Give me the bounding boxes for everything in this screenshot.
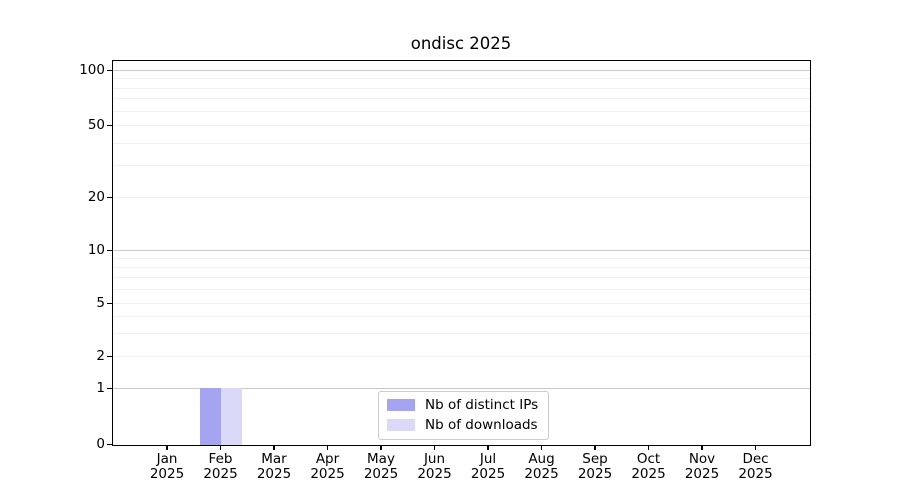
gridline-minor bbox=[113, 165, 810, 167]
x-tick-label-month: Jan bbox=[156, 451, 178, 467]
x-tick-label-month: Apr bbox=[315, 451, 340, 467]
gridline-minor bbox=[113, 110, 810, 112]
y-tick-label: 20 bbox=[87, 188, 105, 205]
gridline-minor bbox=[113, 356, 810, 357]
x-tick-label-year: 2025 bbox=[577, 465, 613, 482]
x-tick-label-year: 2025 bbox=[631, 465, 666, 482]
legend-swatch bbox=[387, 399, 415, 411]
x-tick-label-month: Dec bbox=[742, 451, 769, 467]
y-tick-label: 1 bbox=[96, 379, 105, 396]
x-tick-label-month: Feb bbox=[208, 451, 233, 467]
x-tick-label: Jun 2025 bbox=[407, 452, 463, 481]
legend-item: Nb of distinct IPs bbox=[387, 397, 538, 413]
gridline-minor bbox=[113, 277, 810, 279]
legend: Nb of distinct IPs Nb of downloads bbox=[378, 391, 550, 440]
gridline-minor bbox=[113, 289, 810, 291]
x-axis-tick bbox=[273, 445, 275, 450]
gridline-minor bbox=[113, 197, 810, 198]
x-axis-tick bbox=[487, 445, 489, 450]
bar-downloads bbox=[220, 388, 242, 445]
x-axis-tick bbox=[433, 445, 436, 450]
y-axis-tick bbox=[107, 355, 112, 357]
y-tick-label: 0 bbox=[96, 435, 105, 452]
gridline-minor bbox=[113, 78, 810, 80]
x-tick-label-year: 2025 bbox=[363, 465, 399, 482]
x-tick-label-month: Oct bbox=[636, 451, 661, 467]
gridline-minor bbox=[113, 315, 810, 317]
x-axis-tick bbox=[540, 445, 543, 450]
x-tick-label-year: 2025 bbox=[203, 465, 238, 482]
x-tick-label-year: 2025 bbox=[417, 465, 452, 482]
gridline-major bbox=[113, 388, 810, 389]
gridline-major bbox=[113, 70, 810, 71]
x-tick-label-month: Aug bbox=[528, 451, 555, 467]
x-axis-tick bbox=[701, 445, 703, 450]
x-tick-label: Oct 2025 bbox=[621, 452, 677, 481]
legend-label: Nb of distinct IPs bbox=[425, 397, 539, 413]
x-tick-label: Feb 2025 bbox=[193, 452, 249, 481]
y-axis-tick bbox=[107, 302, 112, 304]
gridline-minor bbox=[113, 303, 810, 304]
y-axis-tick bbox=[107, 443, 112, 445]
x-tick-label: Mar 2025 bbox=[246, 452, 302, 481]
x-tick-label: Jan 2025 bbox=[139, 452, 195, 481]
x-tick-label-year: 2025 bbox=[310, 465, 345, 482]
legend-item: Nb of downloads bbox=[387, 417, 538, 433]
x-axis-tick bbox=[594, 445, 596, 450]
gridline-minor bbox=[113, 98, 810, 100]
x-axis-tick bbox=[326, 445, 329, 450]
x-tick-label-year: 2025 bbox=[738, 465, 773, 482]
plot-area: Nb of distinct IPs Nb of downloads bbox=[112, 60, 811, 446]
x-tick-label: Sep 2025 bbox=[567, 452, 623, 481]
y-tick-label: 10 bbox=[87, 241, 105, 258]
gridline-minor bbox=[113, 267, 810, 269]
x-axis-tick bbox=[380, 445, 382, 450]
gridline-minor bbox=[113, 87, 810, 89]
x-axis-tick bbox=[754, 445, 757, 450]
x-tick-label-month: Mar bbox=[261, 451, 287, 467]
y-axis-tick bbox=[107, 196, 112, 198]
x-axis-tick bbox=[166, 445, 168, 450]
x-tick-label-year: 2025 bbox=[470, 465, 506, 482]
gridline-major bbox=[113, 250, 810, 251]
y-axis-tick bbox=[107, 124, 112, 126]
x-tick-label: Apr 2025 bbox=[300, 452, 356, 481]
x-axis-tick bbox=[219, 445, 222, 450]
x-tick-label: Jul 2025 bbox=[460, 452, 516, 481]
y-axis-tick bbox=[107, 387, 112, 389]
legend-label: Nb of downloads bbox=[425, 417, 538, 433]
y-axis-tick bbox=[107, 69, 112, 71]
chart-title: ondisc 2025 bbox=[410, 34, 512, 53]
x-tick-label: Aug 2025 bbox=[514, 452, 570, 481]
y-axis-tick bbox=[107, 249, 112, 251]
x-axis-tick bbox=[647, 445, 650, 450]
x-tick-label-month: Sep bbox=[582, 451, 608, 467]
gridline-minor bbox=[113, 142, 810, 144]
x-tick-label-year: 2025 bbox=[256, 465, 292, 482]
bar-distinct-ips bbox=[199, 388, 221, 445]
x-tick-label: May 2025 bbox=[353, 452, 409, 481]
legend-swatch bbox=[387, 419, 415, 431]
y-tick-label: 50 bbox=[87, 116, 105, 133]
x-tick-label: Dec 2025 bbox=[728, 452, 784, 481]
gridline-minor bbox=[113, 258, 810, 260]
gridline-minor bbox=[113, 125, 810, 126]
x-tick-label-month: Nov bbox=[688, 451, 716, 467]
x-tick-label-year: 2025 bbox=[684, 465, 720, 482]
y-tick-label: 100 bbox=[79, 61, 105, 78]
x-tick-label-year: 2025 bbox=[149, 465, 185, 482]
gridline-minor bbox=[113, 332, 810, 334]
y-tick-label: 5 bbox=[96, 294, 105, 311]
x-tick-label: Nov 2025 bbox=[674, 452, 730, 481]
x-tick-label-year: 2025 bbox=[524, 465, 559, 482]
y-tick-label: 2 bbox=[96, 347, 105, 364]
x-tick-label-month: May bbox=[367, 451, 395, 467]
x-tick-label-month: Jun bbox=[423, 451, 446, 467]
x-tick-label-month: Jul bbox=[479, 451, 497, 467]
